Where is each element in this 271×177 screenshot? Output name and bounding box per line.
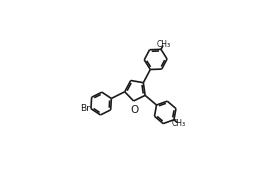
Text: O: O bbox=[130, 105, 138, 115]
Text: CH₃: CH₃ bbox=[171, 119, 185, 128]
Text: Br: Br bbox=[80, 104, 90, 113]
Text: CH₃: CH₃ bbox=[157, 40, 171, 49]
